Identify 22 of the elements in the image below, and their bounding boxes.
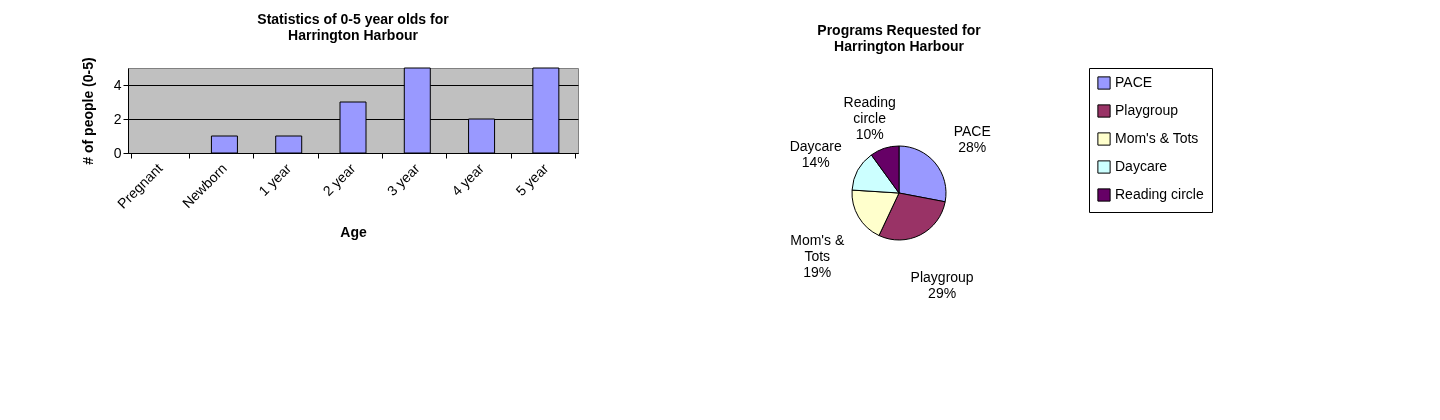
slice-label: PACE — [953, 123, 991, 140]
slice-label: Playgroup — [910, 268, 974, 285]
data-label: 28% — [958, 139, 987, 156]
legend-label: Playgroup — [1115, 102, 1179, 118]
data-label: 29% — [928, 284, 957, 301]
data-label: 14% — [801, 154, 830, 171]
slice-label: Mom's & Tots — [790, 232, 845, 265]
legend-label: Mom's & Tots — [1115, 130, 1199, 146]
y-tick-label: 0 — [113, 144, 122, 161]
legend-label: Daycare — [1115, 158, 1168, 174]
y-tick-label: 4 — [113, 76, 122, 93]
legend-label: Reading circle — [1115, 186, 1204, 202]
x-axis-title: Age — [340, 223, 367, 240]
slice-label: Reading circle — [843, 93, 896, 126]
chart-title: Statistics of 0-5 year olds for Harrington Harbour — [257, 10, 450, 43]
chart-title: Programs Requested for Harrington Harbour — [817, 22, 982, 54]
legend-label: PACE — [1115, 74, 1153, 90]
data-label: 19% — [803, 264, 832, 281]
data-label: 10% — [855, 125, 884, 142]
slice-label: Daycare — [789, 138, 843, 155]
y-axis-title: # of people (0-5) — [79, 57, 96, 165]
y-tick-label: 2 — [113, 110, 122, 127]
